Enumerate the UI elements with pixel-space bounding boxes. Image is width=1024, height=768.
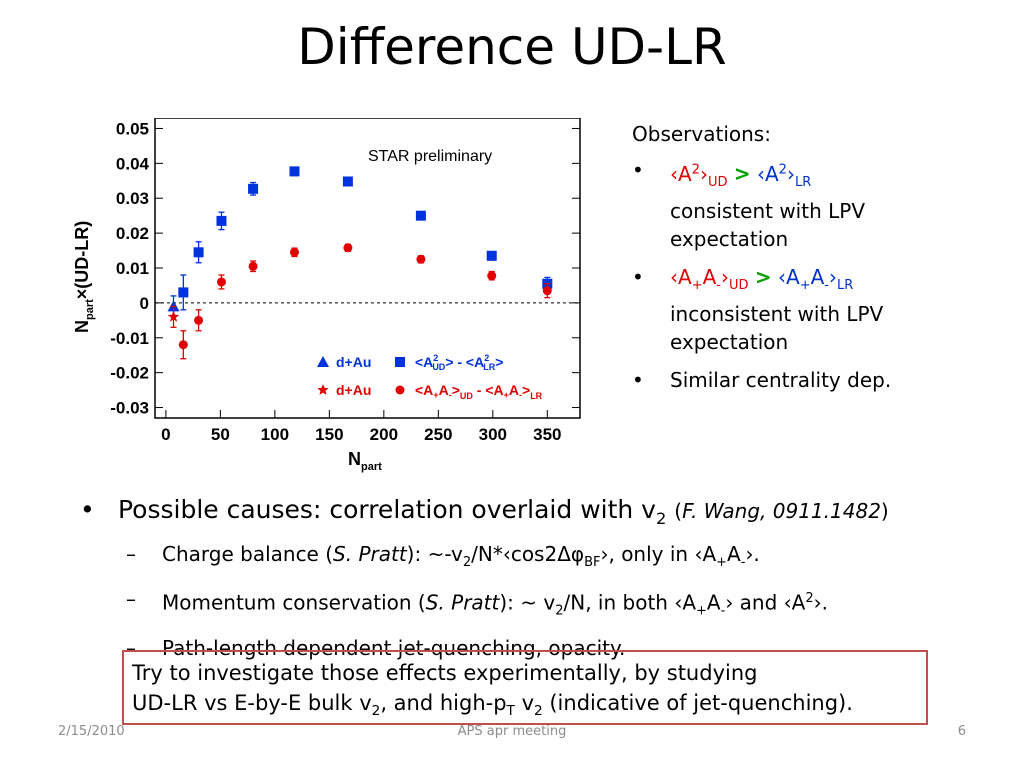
y-tick-label: 0.01 [116, 259, 149, 278]
y-tick-label: 0.03 [116, 189, 149, 208]
data-point [486, 250, 497, 261]
observations-heading: Observations: [632, 122, 771, 146]
observation-formula: ‹A2›UD > ‹A2›LR [670, 161, 812, 190]
data-marks [167, 166, 553, 360]
dash-icon: – [126, 542, 136, 566]
highlight-box: Try to investigate those effects experim… [122, 650, 928, 725]
data-point [216, 277, 226, 287]
observation-text: consistent with LPV [670, 198, 865, 223]
observation-text: expectation [670, 329, 789, 354]
data-point [416, 254, 426, 264]
data-point [342, 176, 353, 187]
x-tick-label: 50 [211, 425, 230, 444]
y-tick-label: -0.01 [110, 329, 149, 348]
data-point [178, 340, 188, 350]
sub-bullet: – Momentum conservation (S. Pratt): ~ v2… [80, 581, 1010, 630]
bullet-icon: • [80, 495, 95, 524]
legend-label: d+Au [336, 354, 371, 370]
data-point [248, 261, 258, 271]
y-axis-label: Npart×(UD-LR) [72, 221, 96, 333]
footer-page-number: 6 [957, 724, 966, 739]
legend-label: d+Au [336, 382, 371, 398]
data-point [216, 215, 227, 226]
x-tick-label: 350 [533, 425, 561, 444]
x-axis-ticks: 0 50 100 150 200 250 300 350 [161, 410, 561, 444]
y-tick-label: 0 [140, 294, 149, 313]
observation-text: Similar centrality dep. [670, 367, 892, 392]
y-tick-label: 0.02 [116, 224, 149, 243]
data-point [193, 247, 204, 258]
x-axis-label: Npart [348, 449, 382, 473]
chart: -0.03 -0.02 -0.01 0 0.01 0.02 0.03 0.04 0.05 0 50… [72, 118, 581, 473]
legend-marker [395, 357, 405, 367]
legend-marker [395, 385, 405, 395]
observation-text: inconsistent with LPV [670, 301, 884, 326]
observation-item: • Similar centrality dep. [632, 366, 1012, 394]
data-point [343, 243, 353, 253]
observation-item: • ‹A+A-›UD > ‹A+A-›LR inconsistent with … [632, 263, 1012, 356]
sub-bullet: – Path-length dependent jet-quenching, o… [80, 630, 1010, 666]
y-tick-label: 0.04 [116, 154, 150, 173]
data-point [194, 315, 204, 325]
x-tick-label: 250 [424, 425, 452, 444]
footer-title: APS apr meeting [457, 724, 567, 739]
observation-item: • ‹A2›UD > ‹A2›LR consistent with LPV ex… [632, 156, 1012, 253]
y-tick-label: 0.05 [116, 119, 149, 138]
box-line: UD-LR vs E-by-E bulk v2, and high-pT v2 … [132, 691, 853, 720]
dash-icon: – [126, 587, 136, 611]
data-point [289, 247, 299, 257]
data-point [415, 210, 426, 221]
legend-label: <A2 UD> - <A2 LR> [415, 353, 503, 372]
x-tick-label: 100 [261, 425, 289, 444]
footer-date: 2/15/2010 [58, 724, 125, 739]
observations-panel: Observations: • ‹A2›UD > ‹A2›LR consiste… [632, 120, 1012, 404]
y-tick-label: -0.03 [110, 399, 149, 418]
chart-title: STAR preliminary [368, 148, 492, 165]
x-tick-label: 300 [479, 425, 507, 444]
x-tick-label: 0 [161, 425, 170, 444]
bullet-icon: • [632, 264, 644, 289]
x-tick-label: 150 [315, 425, 343, 444]
dash-icon: – [126, 635, 136, 660]
observation-formula: ‹A+A-›UD > ‹A+A-›LR [670, 264, 854, 293]
bullet-icon: • [632, 158, 644, 182]
x-tick-label: 200 [370, 425, 398, 444]
legend: d+Au <A2 UD> - <A2 LR> d+Au <A+A->UD - <A+A->… [317, 353, 543, 401]
box-line: Try to investigate those effects experim… [132, 661, 758, 685]
data-point [542, 286, 552, 296]
legend-marker [317, 384, 329, 395]
observation-text: expectation [670, 226, 789, 251]
data-point [289, 166, 300, 177]
data-point [167, 310, 180, 322]
causes-list: • Possible causes: correlation overlaid … [80, 493, 1010, 666]
data-point [248, 183, 259, 194]
data-point [178, 287, 189, 298]
y-axis-ticks: -0.03 -0.02 -0.01 0 0.01 0.02 0.03 0.04 0.05 [110, 119, 580, 418]
slide-title: Difference UD-LR [297, 18, 727, 76]
sub-bullet: – Charge balance (S. Pratt): ~-v2/N*‹cos… [80, 536, 1010, 581]
data-point [487, 271, 497, 281]
y-tick-label: -0.02 [110, 364, 149, 383]
legend-marker [317, 356, 329, 367]
bullet-icon: • [632, 367, 644, 392]
legend-label: <A+A->UD - <A+A->LR [415, 382, 543, 401]
main-bullet: • Possible causes: correlation overlaid … [80, 495, 889, 528]
